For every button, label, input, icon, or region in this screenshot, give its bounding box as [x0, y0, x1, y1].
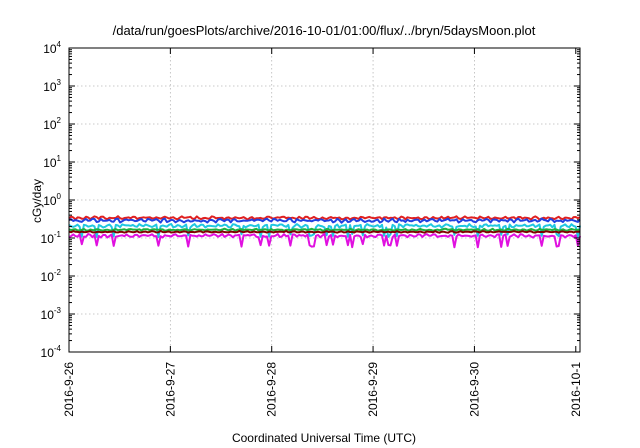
axis-ticks: 10-4 10-3 10-2 10-1 100 101 102 103 104 2016-9-26… [41, 40, 583, 417]
series-line [68, 217, 581, 224]
series-line [68, 230, 581, 234]
series-line [68, 227, 581, 232]
series-line [68, 215, 581, 221]
x-tick-label: 2016-9-30 [467, 362, 481, 417]
y-tick-label: 103 [43, 78, 61, 94]
grid [69, 48, 580, 352]
x-tick-label: 2016-9-28 [265, 362, 279, 417]
series-group [68, 215, 581, 249]
y-axis-label: cGy/day [30, 179, 44, 223]
x-tick-label: 2016-9-29 [366, 362, 380, 417]
y-tick-label: 102 [43, 116, 61, 132]
y-tick-label: 10-1 [41, 230, 62, 246]
chart-title: /data/run/goesPlots/archive/2016-10-01/0… [113, 23, 536, 38]
x-tick-label: 2016-10-1 [569, 362, 583, 417]
y-tick-label: 101 [43, 154, 61, 170]
y-tick-label: 10-2 [41, 268, 62, 284]
y-tick-label: 10-3 [41, 306, 62, 322]
x-tick-label: 2016-9-26 [62, 362, 76, 417]
y-tick-label: 104 [43, 40, 61, 56]
series-line [68, 232, 581, 249]
y-tick-label: 100 [43, 192, 61, 208]
x-axis-label: Coordinated Universal Time (UTC) [232, 431, 416, 445]
series-line [68, 223, 581, 239]
y-tick-label: 10-4 [41, 344, 62, 360]
x-tick-label: 2016-9-27 [163, 362, 177, 417]
